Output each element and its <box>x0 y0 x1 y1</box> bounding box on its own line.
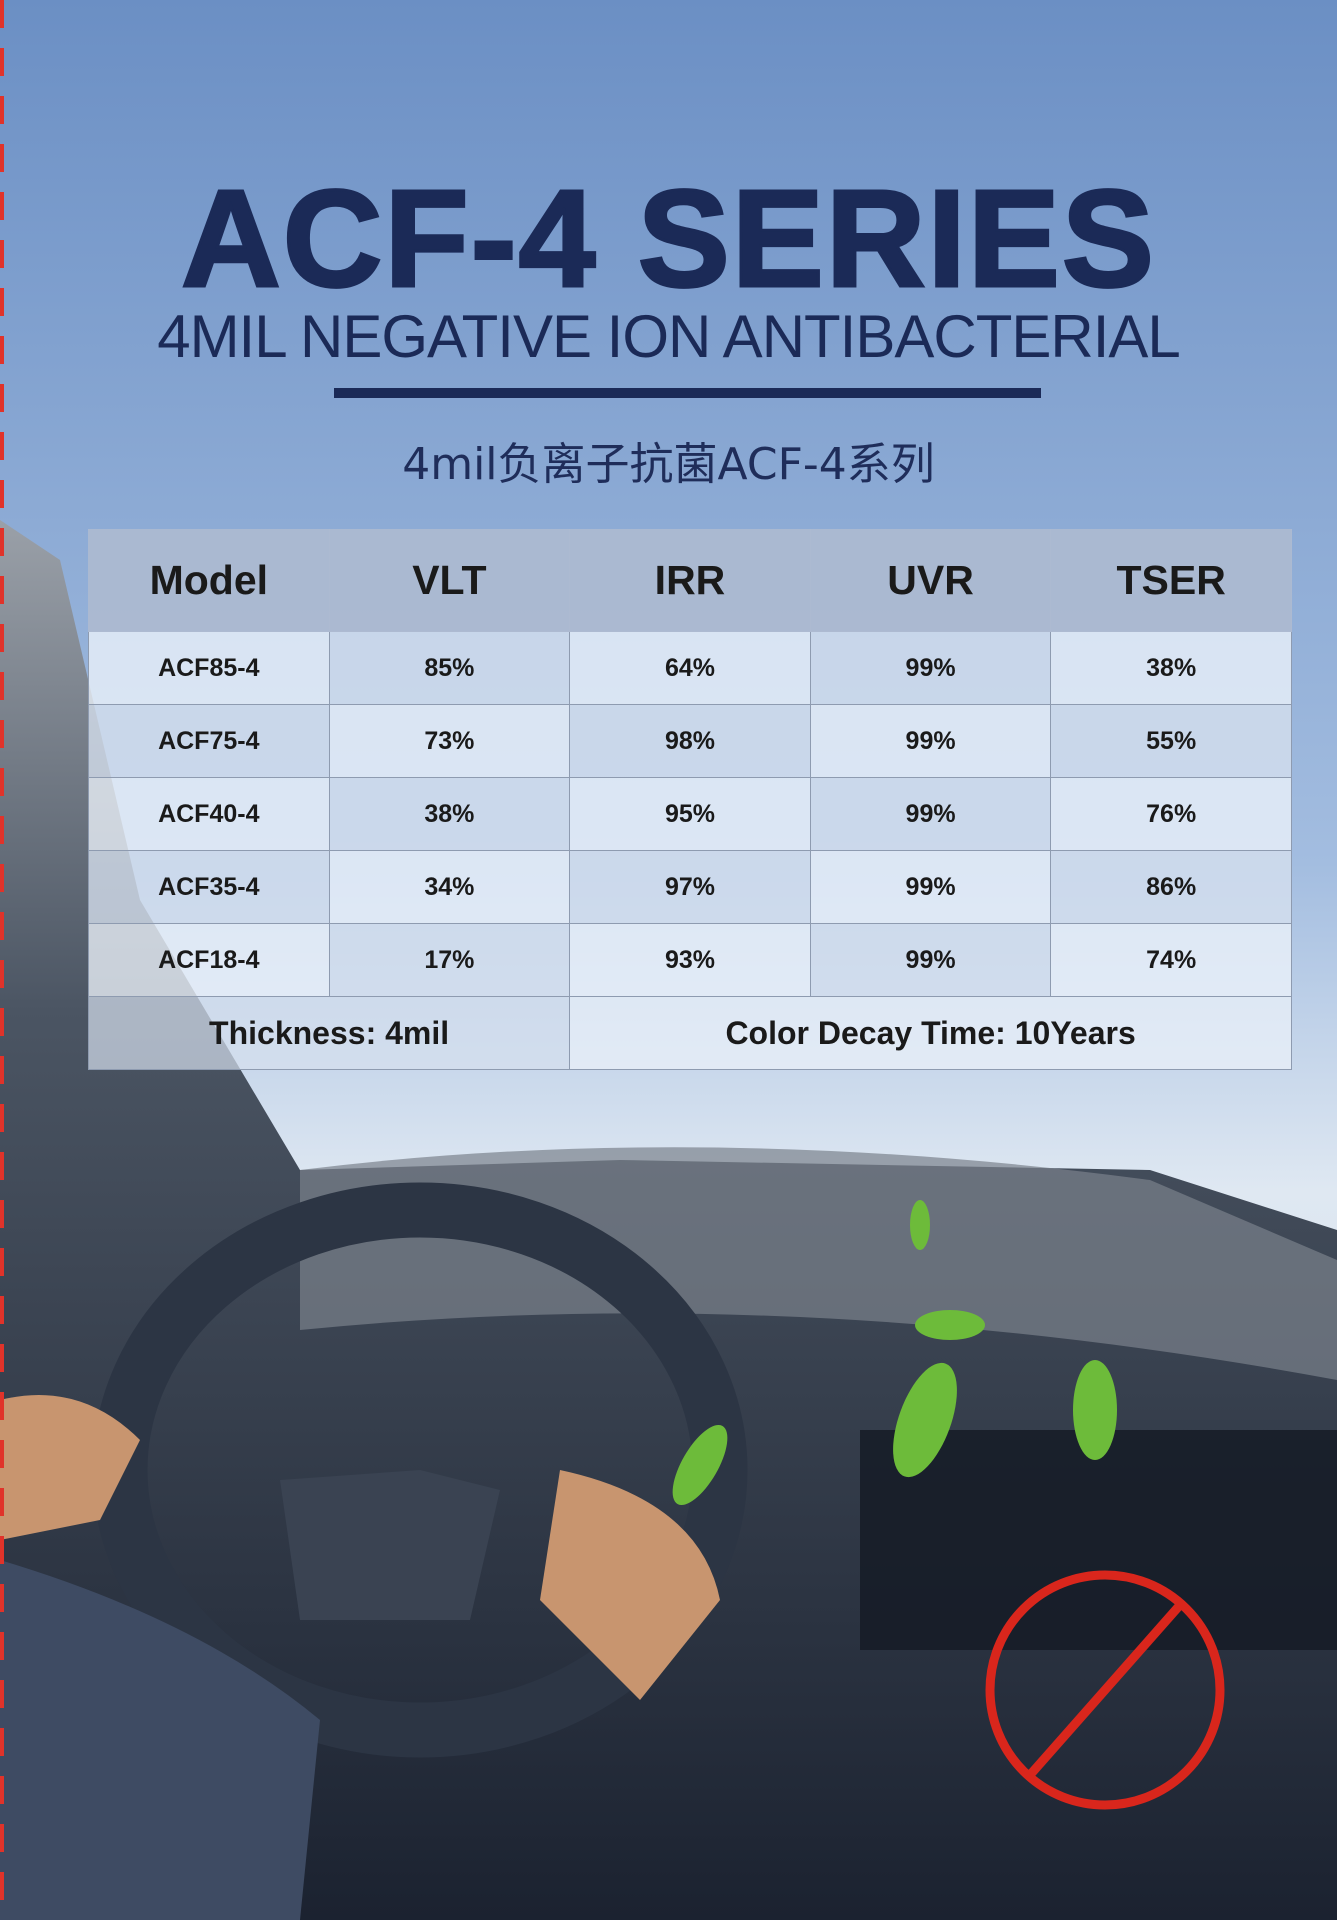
table-cell: 99% <box>809 704 1052 778</box>
table-cell: 38% <box>1050 631 1292 705</box>
divider <box>334 388 1041 398</box>
table-cell: 98% <box>569 704 811 778</box>
table-row: ACF35-4 34% 97% 99% 86% <box>88 850 1292 924</box>
spec-table: Model VLT IRR UVR TSER ACF85-4 85% 64% 99% 38% ACF… <box>87 529 1292 1070</box>
table-cell: 86% <box>1050 850 1292 924</box>
model-cell: ACF40-4 <box>88 777 330 851</box>
model-cell: ACF35-4 <box>88 850 330 924</box>
table-cell: 55% <box>1050 704 1292 778</box>
model-cell: ACF18-4 <box>88 923 330 997</box>
table-row: Thickness: 4mil Color Decay Time: 10Years <box>87 996 1292 1070</box>
model-cell: ACF75-4 <box>88 704 330 778</box>
table-row: ACF75-4 73% 98% 99% 55% <box>88 704 1292 778</box>
table-cell: 74% <box>1050 923 1292 997</box>
table-cell: 64% <box>569 631 811 705</box>
model-cell: ACF85-4 <box>88 631 330 705</box>
table-cell: 95% <box>569 777 811 851</box>
table-row: Model VLT IRR UVR TSER <box>88 529 1292 632</box>
table-row: ACF40-4 38% 95% 99% 76% <box>88 777 1292 851</box>
table-cell: 93% <box>569 923 811 997</box>
table-cell: 73% <box>328 704 571 778</box>
column-header: IRR <box>569 529 811 632</box>
subtitle: 4MIL NEGATIVE ION ANTIBACTERIAL <box>157 303 1181 370</box>
table-row: ACF85-4 85% 64% 99% 38% <box>88 631 1292 705</box>
column-header: UVR <box>809 529 1052 632</box>
table-cell: 38% <box>328 777 571 851</box>
subtitle-cn: 4mil负离子抗菌ACF-4系列 <box>402 439 935 490</box>
table-cell: 99% <box>809 923 1052 997</box>
column-header: Model <box>88 529 330 632</box>
column-header: VLT <box>328 529 571 632</box>
column-header: TSER <box>1050 529 1292 632</box>
table-cell: 34% <box>328 850 571 924</box>
table-cell: 85% <box>328 631 571 705</box>
table-cell: 76% <box>1050 777 1292 851</box>
footer-cell: Thickness: 4mil <box>87 996 571 1070</box>
table-cell: 99% <box>809 631 1052 705</box>
table-cell: 17% <box>328 923 571 997</box>
table-cell: 99% <box>809 777 1052 851</box>
title: ACF-4 SERIES <box>180 161 1156 318</box>
table-cell: 97% <box>569 850 811 924</box>
footer-cell: Color Decay Time: 10Years <box>569 996 1292 1070</box>
table-cell: 99% <box>809 850 1052 924</box>
table-row: ACF18-4 17% 93% 99% 74% <box>88 923 1292 997</box>
